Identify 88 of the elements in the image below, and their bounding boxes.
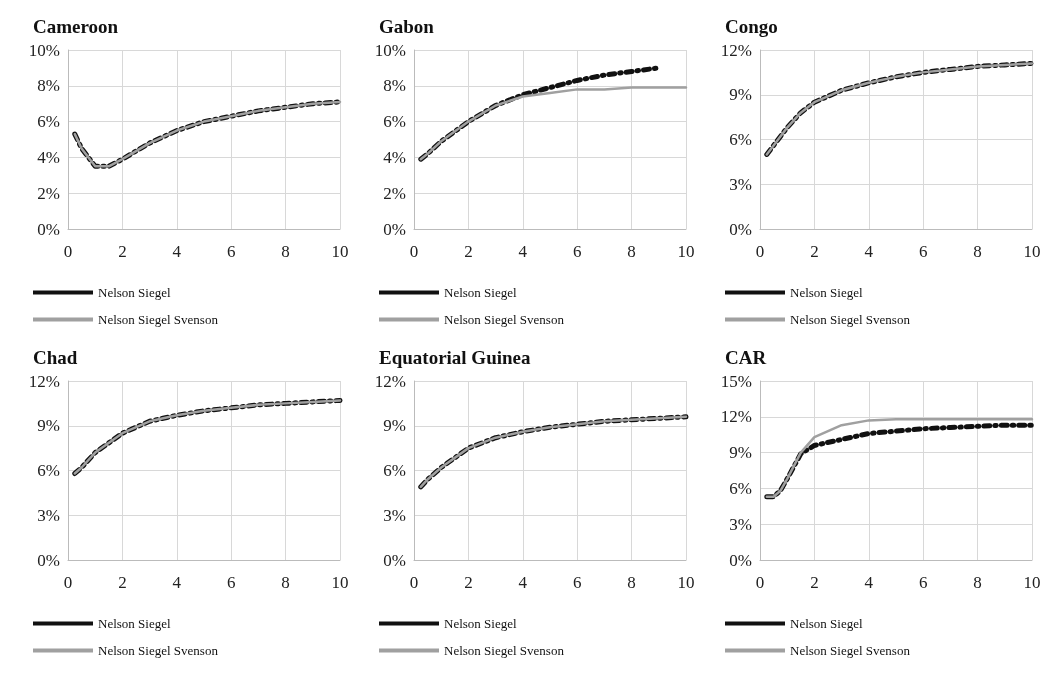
y-tick-label: 8% [383,76,406,96]
y-tick-label: 9% [729,85,752,105]
y-tick-label: 6% [383,461,406,480]
y-tick-label: 12% [28,371,60,391]
x-tick-label: 8 [281,242,290,261]
x-tick-label: 6 [226,242,236,261]
legend-label: Nelson Siegel [444,616,517,631]
y-tick-label: 3% [37,505,60,525]
chart-title: Equatorial Guinea [379,347,531,368]
y-tick-label: 0% [383,550,406,570]
y-tick-label: 2% [383,183,406,203]
legend-label: Nelson Siegel [98,285,171,300]
x-tick-label: 10 [677,242,695,261]
legend-label: Nelson Siegel [790,285,863,300]
y-tick-label: 12% [374,371,406,391]
x-tick-label: 2 [118,573,127,592]
y-tick-label: 6% [729,130,752,149]
legend-label: Nelson Siegel [98,616,171,631]
y-tick-label: 6% [37,112,60,132]
x-tick-label: 0 [755,573,765,592]
x-tick-label: 4 [864,242,874,261]
line-series [419,86,688,161]
x-tick-label: 2 [810,242,819,261]
x-tick-label: 10 [677,573,695,592]
x-tick-label: 6 [572,573,582,592]
y-tick-label: 12% [720,40,752,60]
x-tick-label: 10 [1023,242,1041,261]
y-tick-label: 6% [383,112,406,132]
x-tick-label: 10 [331,242,349,261]
x-tick-label: 0 [409,242,419,261]
x-tick-label: 0 [409,573,419,592]
x-tick-label: 0 [63,242,73,261]
y-tick-label: 0% [729,219,752,239]
y-tick-label: 6% [729,478,752,498]
chart-title: CAR [725,347,767,368]
y-tick-label: 4% [37,147,60,167]
y-tick-label: 4% [383,147,406,167]
x-tick-label: 2 [464,242,473,261]
y-tick-label: 10% [28,40,60,60]
x-tick-label: 10 [331,573,349,592]
chart-title: Gabon [379,16,435,37]
x-tick-label: 0 [755,242,765,261]
x-tick-label: 8 [281,573,290,592]
x-tick-label: 10 [1023,573,1041,592]
y-tick-label: 3% [729,174,752,194]
y-tick-label: 0% [729,550,752,570]
y-tick-label: 6% [37,461,60,480]
x-tick-label: 8 [973,573,982,592]
y-tick-label: 9% [729,443,752,463]
chart-title: Congo [725,16,778,37]
legend-label: Nelson Siegel Svenson [790,643,911,658]
y-tick-label: 2% [37,183,60,203]
y-tick-label: 8% [37,76,60,96]
legend-label: Nelson Siegel Svenson [790,312,911,327]
legend-label: Nelson Siegel [790,616,863,631]
x-tick-label: 8 [973,242,982,261]
y-tick-label: 15% [720,371,752,391]
x-tick-label: 8 [627,242,636,261]
y-tick-label: 12% [720,407,752,427]
x-tick-label: 6 [918,573,928,592]
x-tick-label: 4 [172,242,182,261]
x-tick-label: 4 [864,573,874,592]
chart-title: Chad [33,347,78,368]
x-tick-label: 4 [172,573,182,592]
x-tick-label: 2 [810,573,819,592]
chart-title: Cameroon [33,16,119,37]
legend-label: Nelson Siegel Svenson [444,312,565,327]
y-tick-label: 0% [37,219,60,239]
y-tick-label: 3% [383,505,406,525]
x-tick-label: 8 [627,573,636,592]
x-tick-label: 4 [518,242,528,261]
legend-label: Nelson Siegel Svenson [444,643,565,658]
legend-label: Nelson Siegel [444,285,517,300]
y-tick-label: 9% [383,416,406,436]
legend-label: Nelson Siegel Svenson [98,312,219,327]
x-tick-label: 2 [118,242,127,261]
x-tick-label: 6 [572,242,582,261]
y-tick-label: 10% [374,40,406,60]
y-tick-label: 0% [383,219,406,239]
y-tick-label: 3% [729,514,752,534]
x-tick-label: 2 [464,573,473,592]
x-tick-label: 6 [918,242,928,261]
legend-label: Nelson Siegel Svenson [98,643,219,658]
x-tick-label: 6 [226,573,236,592]
x-tick-label: 0 [63,573,73,592]
x-tick-label: 4 [518,573,528,592]
y-tick-label: 9% [37,416,60,436]
y-tick-label: 0% [37,550,60,570]
